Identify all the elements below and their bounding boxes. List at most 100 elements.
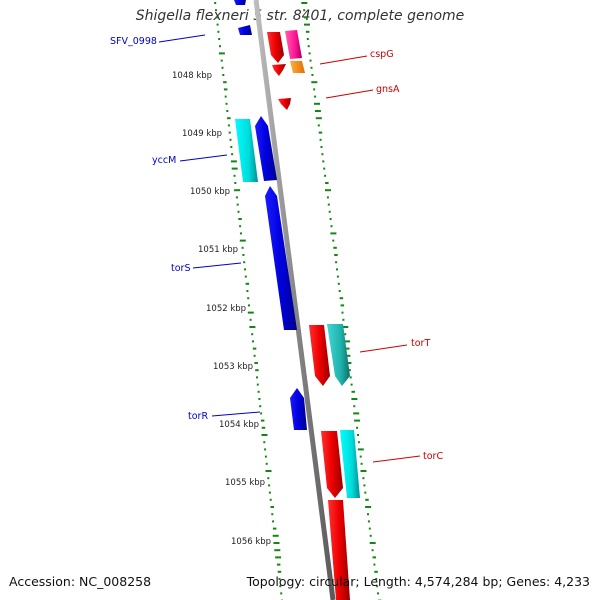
gc-mark [218, 38, 221, 40]
gc-mark [325, 189, 331, 192]
gc-mark [241, 246, 244, 249]
gc-mark [274, 549, 281, 552]
gene-cspg[interactable] [267, 32, 284, 63]
gc-mark [269, 498, 272, 501]
gc-mark [243, 261, 246, 264]
tick-label: 1055 kbp [225, 478, 265, 488]
genome-summary: Topology: circular; Length: 4,574,284 bp… [246, 574, 590, 589]
gene-label-gnsa[interactable]: gnsA [376, 84, 400, 95]
gc-mark [327, 203, 330, 206]
cds-yccm[interactable] [235, 119, 258, 182]
gc-mark [247, 297, 250, 300]
gene-label-torc[interactable]: torC [423, 451, 443, 462]
gc-mark [306, 38, 309, 40]
gc-mark [357, 434, 359, 436]
gc-mark [351, 390, 355, 393]
gc-mark [246, 290, 249, 292]
gc-mark [332, 239, 335, 242]
gc-mark [255, 369, 259, 372]
gc-mark [303, 9, 306, 12]
gc-mark [215, 9, 217, 12]
cds-tort[interactable] [327, 324, 350, 386]
gc-mark [369, 542, 376, 544]
gc-mark [357, 441, 360, 444]
gene-torr[interactable] [290, 388, 307, 430]
gc-mark [265, 470, 272, 472]
gc-mark [330, 232, 337, 235]
gc-mark [314, 102, 320, 105]
cds-torc[interactable] [340, 430, 360, 498]
gene-label-tors[interactable]: torS [171, 263, 190, 274]
gene-label-tort[interactable]: torT [411, 338, 430, 349]
gene-label-sfv-0998[interactable]: SFV_0998 [110, 36, 157, 47]
gc-mark [354, 419, 361, 422]
gc-mark [275, 556, 282, 559]
gc-mark [242, 254, 245, 256]
accession-label: Accession: NC_008258 [9, 574, 152, 589]
gene-yccm[interactable] [255, 116, 277, 181]
gc-mark [305, 30, 310, 33]
gc-mark [365, 506, 372, 508]
gc-mark [337, 282, 340, 285]
gc-mark [230, 146, 233, 148]
gc-mark [236, 203, 239, 206]
leader-line [372, 455, 421, 463]
gene-torc[interactable] [321, 431, 343, 498]
gc-mark [353, 405, 356, 408]
gc-mark [373, 563, 376, 566]
gc-mark [333, 246, 337, 249]
gene-tors[interactable] [265, 186, 297, 330]
gc-mark [259, 405, 262, 408]
gene-sfv-0998-partial[interactable] [234, 0, 246, 5]
gene-label-cspg[interactable]: cspG [370, 49, 394, 60]
gene-gnsa[interactable] [278, 98, 291, 110]
backbone-line [253, 0, 336, 600]
cds-cspg[interactable] [285, 30, 302, 59]
gc-mark [219, 45, 221, 48]
gc-mark [214, 2, 217, 4]
gc-mark [240, 232, 242, 235]
gc-mark [247, 311, 254, 314]
leader-line [192, 262, 242, 269]
gc-mark [365, 498, 369, 501]
forward-strand-genes [267, 32, 350, 600]
feature-orange[interactable] [290, 61, 305, 73]
gc-mark [235, 196, 238, 199]
gene-tort[interactable] [309, 325, 330, 386]
gc-mark [257, 390, 260, 393]
gc-mark [359, 455, 362, 458]
gc-mark [249, 318, 252, 321]
gc-mark [368, 527, 371, 530]
gc-mark [227, 117, 231, 120]
gc-mark [367, 520, 370, 523]
gc-mark [234, 189, 241, 192]
gc-mark [228, 131, 231, 134]
gc-mark [218, 52, 225, 55]
gc-mark [308, 52, 311, 55]
gc-mark [248, 304, 250, 307]
gc-mark [261, 426, 266, 429]
gc-mark [326, 196, 329, 199]
gc-mark [267, 477, 270, 480]
gc-mark [237, 210, 240, 213]
reverse-strand-genes [234, 0, 307, 430]
gc-mark [348, 369, 351, 372]
gc-mark [314, 110, 321, 112]
gc-mark [276, 563, 281, 566]
gc-mark [329, 218, 332, 220]
gc-mark [320, 146, 323, 148]
gene-label-yccm[interactable]: yccM [152, 155, 176, 166]
gc-mark [346, 347, 350, 350]
gene-label-torr[interactable]: torR [188, 411, 208, 422]
gene-torc-cont[interactable] [328, 500, 350, 600]
gc-mark [351, 398, 358, 400]
gc-mark [330, 225, 333, 228]
gene-small-top[interactable] [238, 25, 252, 35]
gc-mark [252, 347, 257, 350]
gc-mark [311, 74, 314, 76]
gc-mark [376, 585, 379, 588]
gene-small-1[interactable] [272, 64, 286, 76]
gc-mark [238, 218, 242, 220]
gc-mark [229, 138, 232, 141]
gc-mark [253, 354, 256, 357]
